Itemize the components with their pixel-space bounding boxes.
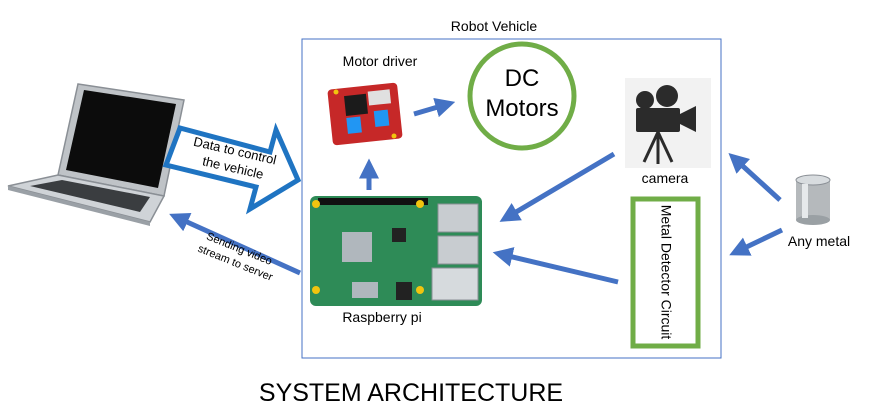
detector-to-pi-arrow [492,247,619,285]
control-data-arrow [162,122,302,215]
dc-motors-circle [467,41,577,151]
robot-vehicle-label: Robot Vehicle [451,18,538,34]
raspberry-pi-board-icon [310,196,482,306]
movie-camera-icon [625,78,711,168]
metal-detector-label: Metal Detector Circuit [658,205,674,340]
any-metal-label: Any metal [788,233,850,249]
page-title: SYSTEM ARCHITECTURE [259,379,563,407]
laptop-icon [7,83,185,226]
raspberry-pi-label: Raspberry pi [342,309,421,325]
camera-to-pi-arrow [499,151,616,222]
motor-driver-board-icon [327,82,403,146]
dc-motors-line2: Motors [485,95,558,122]
camera-label: camera [642,170,689,186]
metal-detector-box [630,196,701,349]
metal-can-icon [795,174,831,225]
metal-to-detector-arrow [729,227,784,256]
dc-motors-line1: DC [505,65,540,92]
robot-vehicle-box [301,38,722,359]
motor-driver-label: Motor driver [343,53,418,69]
driver-to-motors-arrow [413,97,456,118]
metal-to-camera-arrow [728,152,782,202]
video-stream-arrow [169,213,302,276]
